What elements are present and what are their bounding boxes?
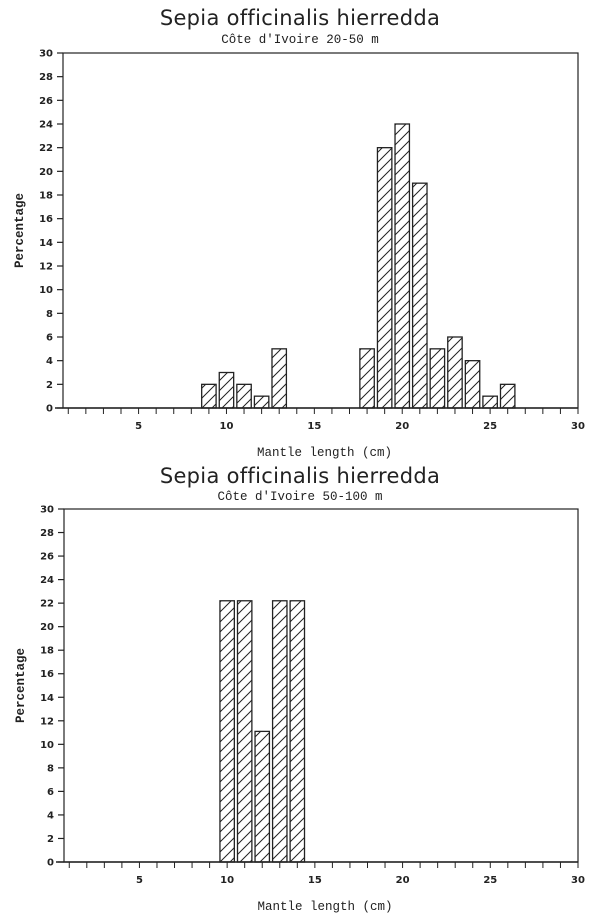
x-tick-label: 25: [483, 875, 497, 886]
y-tick-label: 6: [47, 787, 54, 798]
x-tick-label: 15: [308, 875, 322, 886]
x-axis-title: Mantle length (cm): [257, 900, 392, 914]
y-tick-label: 24: [40, 575, 54, 586]
x-tick-label: 25: [483, 421, 497, 432]
histogram-bar: [236, 383, 252, 409]
y-tick-label: 24: [39, 120, 53, 131]
histogram-bar: [271, 348, 288, 409]
y-tick-label: 4: [46, 356, 53, 367]
histogram-bar: [499, 383, 516, 409]
y-tick-label: 6: [46, 333, 53, 344]
y-axis-title: Percentage: [14, 648, 28, 723]
y-tick-label: 0: [46, 404, 53, 415]
y-tick-label: 0: [47, 858, 54, 869]
y-tick-label: 18: [39, 191, 53, 202]
histogram-bar: [236, 600, 253, 863]
y-tick-label: 8: [47, 763, 54, 774]
histogram-bar: [289, 600, 306, 863]
histogram-bar: [359, 348, 375, 409]
y-tick-label: 20: [40, 622, 54, 633]
y-tick-label: 14: [40, 693, 54, 704]
histogram-bar: [429, 348, 446, 409]
y-tick-label: 14: [39, 238, 53, 249]
histogram-bar: [447, 336, 463, 409]
x-tick-label: 10: [220, 421, 234, 432]
plot-frame: [56, 508, 579, 863]
x-tick-label: 30: [571, 875, 585, 886]
y-tick-label: 20: [39, 167, 53, 178]
y-tick-label: 22: [39, 143, 53, 154]
histogram-bar: [411, 182, 428, 409]
x-tick-label: 20: [396, 875, 410, 886]
chart-title: Sepia officinalis hierredda: [159, 6, 441, 30]
bars: [219, 600, 306, 863]
y-tick-label: 10: [40, 740, 54, 751]
histogram-bar: [218, 371, 235, 409]
y-axis-title: Percentage: [13, 193, 27, 268]
y-tick-label: 18: [40, 646, 54, 657]
chart-panel-20-50m: Sepia officinalis hierredda Côte d'Ivoir…: [0, 0, 600, 460]
histogram-bar: [219, 600, 235, 863]
x-axis: 5 10 15 20 25 30 Mantle length (cm): [67, 408, 585, 460]
x-tick-label: 5: [136, 875, 143, 886]
histogram-bar: [201, 383, 217, 409]
chart-subtitle: Côte d'Ivoire 20-50 m: [221, 33, 379, 47]
y-tick-label: 10: [39, 285, 53, 296]
y-tick-label: 28: [39, 72, 53, 83]
y-tick-label: 26: [40, 552, 54, 563]
y-tick-label: 28: [40, 528, 54, 539]
y-tick-label: 12: [39, 262, 53, 273]
chart-title: Sepia officinalis hierredda: [159, 464, 441, 488]
histogram-bar: [254, 730, 271, 863]
bars: [201, 123, 516, 409]
x-tick-label: 10: [220, 875, 234, 886]
histogram-bar: [253, 395, 270, 409]
y-tick-label: 12: [40, 716, 54, 727]
y-tick-label: 2: [46, 380, 53, 391]
y-tick-label: 4: [47, 810, 54, 821]
x-tick-label: 15: [307, 421, 321, 432]
y-tick-label: 16: [40, 669, 54, 680]
x-tick-label: 20: [395, 421, 409, 432]
chart-panel-50-100m: Sepia officinalis hierredda Côte d'Ivoir…: [0, 462, 600, 924]
x-tick-label: 5: [135, 421, 142, 432]
y-tick-label: 2: [47, 834, 54, 845]
y-tick-label: 16: [39, 214, 53, 225]
y-tick-label: 30: [39, 49, 53, 60]
y-tick-label: 8: [46, 309, 53, 320]
y-tick-label: 22: [40, 599, 54, 610]
histogram-bar: [271, 600, 288, 863]
histogram-bar: [394, 123, 411, 409]
x-axis-title: Mantle length (cm): [257, 446, 392, 460]
plot-frame: [55, 52, 579, 409]
histogram-bar: [376, 147, 393, 409]
y-tick-label: 30: [40, 505, 54, 516]
chart-subtitle: Côte d'Ivoire 50-100 m: [217, 490, 383, 504]
y-tick-label: 26: [39, 96, 53, 107]
histogram-bar: [464, 360, 481, 409]
x-axis: 5 10 15 20 25 30 Mantle length (cm): [68, 862, 585, 914]
x-tick-label: 30: [571, 421, 585, 432]
histogram-bar: [482, 395, 498, 409]
